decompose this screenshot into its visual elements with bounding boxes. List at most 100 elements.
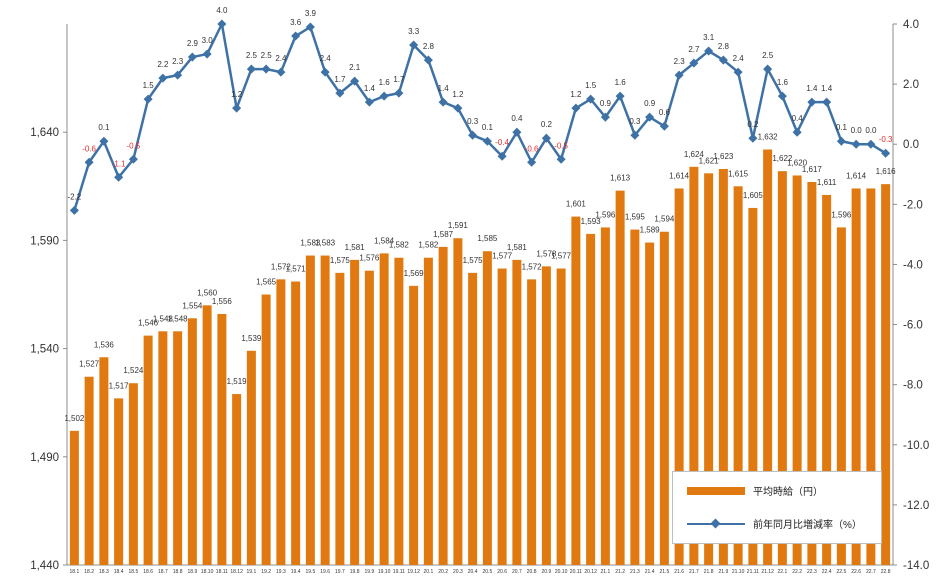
x-tick-label: 21.10	[732, 569, 745, 575]
bar-value-label: 1,623	[713, 152, 734, 161]
x-tick-label: 18.11	[216, 569, 228, 575]
bar-value-label: 1,546	[138, 319, 159, 328]
line-value-label: -0.4	[495, 138, 509, 147]
line-point	[335, 88, 345, 98]
bar	[379, 253, 389, 565]
x-tick-label: 18.7	[158, 569, 168, 575]
bar	[69, 430, 79, 565]
x-tick-label: 20.3	[453, 569, 463, 575]
bar	[512, 259, 522, 565]
x-tick-label: 22.3	[807, 569, 817, 575]
x-tick-label: 18.6	[143, 569, 153, 575]
y-right-tick-label: -14.0	[903, 560, 929, 572]
x-tick-label: 21.4	[645, 569, 655, 575]
x-tick-label: 22.6	[851, 569, 861, 575]
y-left-tick-label: 1,590	[30, 235, 59, 247]
x-tick-label: 18.10	[201, 569, 214, 575]
y-left-tick-label: 1,640	[30, 127, 59, 139]
x-tick-label: 19.7	[335, 569, 345, 575]
line-value-label: 2.1	[349, 63, 361, 72]
line-value-label: -0.5	[554, 141, 568, 150]
line-value-label: 0.2	[747, 120, 759, 129]
line-value-label: 0.9	[600, 99, 612, 108]
line-point	[438, 97, 448, 107]
line-point	[217, 19, 227, 29]
bar-value-label: 1,582	[418, 241, 439, 250]
bar-value-label: 1,617	[802, 165, 823, 174]
bar	[114, 398, 124, 565]
line-value-label: 0.1	[836, 123, 848, 132]
line-point	[128, 154, 138, 164]
bar	[99, 357, 109, 565]
bar-value-label: 1,556	[212, 297, 233, 306]
x-tick-label: 19.11	[393, 569, 405, 575]
bar-value-label: 1,560	[197, 288, 218, 297]
line-value-label: 0.0	[851, 126, 863, 135]
line-value-label: 0.6	[659, 108, 671, 117]
line-path	[73, 22, 887, 211]
bar	[733, 186, 743, 566]
x-tick-label: 21.5	[660, 569, 670, 575]
x-tick-label: 21.7	[689, 569, 699, 575]
bar	[143, 335, 153, 565]
bar-value-label: 1,582	[389, 241, 410, 250]
bar-value-label: 1,536	[94, 340, 115, 349]
line-value-label: 2.9	[187, 39, 199, 48]
line-value-label: 1.4	[364, 84, 376, 93]
line-value-label: 3.6	[290, 18, 302, 27]
line-value-label: 0.3	[629, 117, 641, 126]
bar	[807, 181, 817, 566]
x-tick-label: 21.6	[674, 569, 684, 575]
axes: 1,440 1,490 1,540 1,590 1,640 4.0 2.0 0.0 -2.0 -4…	[30, 19, 929, 575]
bar-value-label: 1,539	[241, 334, 262, 343]
y-right-tick-label: 4.0	[903, 19, 919, 31]
bar-value-label: 1,575	[330, 256, 351, 265]
x-tick-label: 18.5	[129, 569, 139, 575]
bar	[246, 350, 256, 565]
line-value-label: 1.2	[570, 90, 582, 99]
line-value-label: 1.6	[615, 78, 627, 87]
line-value-label: 0.0	[865, 126, 877, 135]
line-value-label: 3.0	[202, 36, 214, 45]
x-tick-label: 18.12	[230, 569, 243, 575]
bar	[335, 272, 345, 565]
bar-value-label: 1,614	[669, 171, 690, 180]
bar	[851, 188, 861, 566]
x-tick-label: 22.8	[881, 569, 891, 575]
bar	[659, 231, 669, 565]
bar-value-label: 1,519	[227, 377, 248, 386]
x-tick-label: 21.12	[761, 569, 774, 575]
bar	[866, 188, 876, 566]
bar-value-label: 1,622	[772, 154, 793, 163]
line-value-label: 2.5	[762, 51, 774, 60]
bar-value-label: 1,576	[359, 254, 380, 263]
x-tick-label: 20.1	[424, 569, 434, 575]
bar	[202, 305, 212, 565]
bar-value-label: 1,572	[522, 262, 543, 271]
line-value-label: -0.6	[82, 144, 96, 153]
bar	[173, 331, 183, 565]
line-value-label: 3.9	[305, 9, 317, 18]
bar-value-label: 1,569	[404, 269, 425, 278]
bar-value-label: 1,596	[595, 210, 616, 219]
bar-value-label: 1,581	[345, 243, 366, 252]
x-tick-label: 19.5	[306, 569, 316, 575]
x-tick-label: 19.2	[261, 569, 271, 575]
line-value-label: 2.5	[246, 51, 258, 60]
line-value-label: 2.2	[157, 60, 169, 69]
line-point	[777, 91, 787, 101]
bar-value-label: 1,577	[492, 252, 513, 261]
bar	[630, 229, 640, 565]
bar	[409, 285, 419, 565]
bar	[541, 266, 551, 565]
line-point	[350, 76, 360, 86]
y-right-tick-label: 2.0	[903, 79, 919, 91]
bar-value-label: 1,585	[477, 234, 498, 243]
bar	[291, 281, 301, 565]
line-value-label: 2.8	[718, 42, 730, 51]
x-tick-label: 19.10	[378, 569, 391, 575]
x-tick-label: 19.9	[365, 569, 375, 575]
line-point	[99, 136, 109, 146]
line-value-label: -0.5	[126, 141, 140, 150]
bar	[718, 168, 728, 565]
